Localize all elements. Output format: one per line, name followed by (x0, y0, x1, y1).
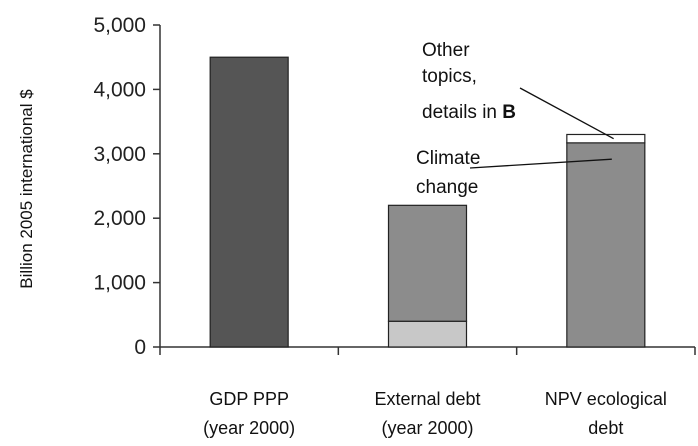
bar-segment (209, 56, 289, 348)
y-tick-label: 1,000 (93, 272, 146, 295)
annotations: Other topics, details in B Climate change (416, 40, 614, 198)
bar-segment (387, 320, 468, 348)
y-tick-label: 5,000 (93, 14, 146, 37)
y-tick-label: 0 (134, 336, 146, 359)
y-tick-label: 2,000 (93, 207, 146, 230)
bar-segment (566, 142, 646, 348)
y-tick-label: 3,000 (93, 143, 146, 166)
y-axis-label: Billion 2005 international $ (17, 89, 36, 289)
category-label: External debt (374, 389, 480, 409)
leader-line (469, 158, 612, 169)
category-label: (year 2000) (381, 418, 473, 438)
category-label: (year 2000) (203, 418, 295, 438)
category-label: debt (588, 418, 623, 438)
y-tick-label: 4,000 (93, 78, 146, 101)
annotation-other-topics: Other (422, 40, 470, 61)
bar-segment (566, 133, 646, 144)
annotation-climate-change: Climate (416, 148, 480, 169)
annotation-other-topics: details in B (422, 102, 516, 123)
annotation-other-topics: topics, (422, 66, 477, 87)
category-label: NPV ecological (545, 389, 667, 409)
leader-line (519, 87, 614, 140)
category-label: GDP PPP (209, 389, 289, 409)
bars (209, 56, 646, 348)
x-axis: GDP PPP (year 2000) External debt (year 200… (159, 346, 696, 438)
y-axis: 0 1,000 2,000 3,000 4,000 5,000 (93, 14, 161, 359)
bar-segment (387, 204, 468, 322)
annotation-climate-change: change (416, 177, 478, 198)
